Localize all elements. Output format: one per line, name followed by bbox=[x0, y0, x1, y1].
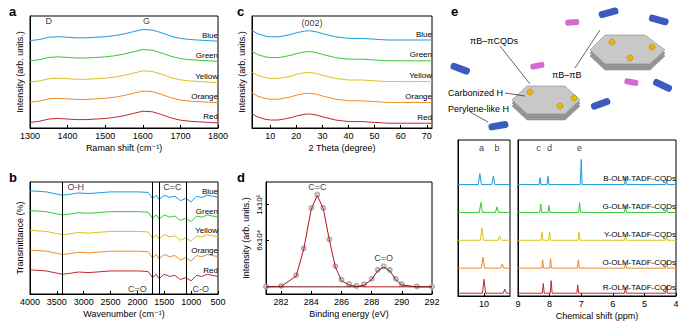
svg-text:C-O: C-O bbox=[193, 284, 210, 294]
svg-text:4000: 4000 bbox=[20, 297, 40, 307]
svg-text:60: 60 bbox=[396, 131, 406, 141]
svg-text:(002): (002) bbox=[301, 18, 322, 28]
svg-text:Blue: Blue bbox=[416, 30, 433, 39]
svg-text:2500: 2500 bbox=[101, 297, 121, 307]
svg-text:Blue: Blue bbox=[202, 31, 219, 40]
svg-text:20: 20 bbox=[291, 131, 301, 141]
svg-text:70: 70 bbox=[422, 131, 432, 141]
svg-text:G-OLM-TADF-CQDs: G-OLM-TADF-CQDs bbox=[602, 202, 676, 211]
svg-text:Yellow: Yellow bbox=[195, 72, 218, 81]
svg-text:9: 9 bbox=[515, 299, 520, 309]
svg-text:e: e bbox=[451, 4, 458, 19]
svg-text:40: 40 bbox=[344, 131, 354, 141]
svg-text:500: 500 bbox=[210, 297, 225, 307]
svg-text:8: 8 bbox=[547, 299, 552, 309]
svg-text:Blue: Blue bbox=[202, 187, 219, 196]
svg-text:Orange: Orange bbox=[191, 246, 218, 255]
svg-text:2000: 2000 bbox=[127, 297, 147, 307]
svg-text:6: 6 bbox=[610, 299, 615, 309]
svg-text:292: 292 bbox=[424, 297, 439, 307]
svg-text:πB–πCQDs: πB–πCQDs bbox=[470, 36, 518, 46]
svg-text:Wavenumber (cm⁻¹): Wavenumber (cm⁻¹) bbox=[83, 309, 164, 319]
svg-text:Raman shift (cm⁻¹): Raman shift (cm⁻¹) bbox=[86, 143, 162, 153]
svg-text:Green: Green bbox=[410, 50, 432, 59]
svg-text:c: c bbox=[237, 4, 244, 19]
svg-text:Chemical shift (ppm): Chemical shift (ppm) bbox=[556, 311, 639, 321]
svg-text:O-OLM-TADF-CQDs: O-OLM-TADF-CQDs bbox=[602, 258, 676, 267]
svg-text:C=C: C=C bbox=[163, 182, 182, 192]
svg-text:Red: Red bbox=[203, 266, 218, 275]
svg-text:B-OLM-TADF-CQDs: B-OLM-TADF-CQDs bbox=[603, 174, 676, 183]
svg-text:Transmittance (%): Transmittance (%) bbox=[15, 201, 25, 274]
svg-text:286: 286 bbox=[334, 297, 349, 307]
svg-text:Binding energy (eV): Binding energy (eV) bbox=[309, 309, 389, 319]
svg-text:6x10⁴: 6x10⁴ bbox=[255, 229, 264, 250]
svg-text:Orange: Orange bbox=[191, 92, 218, 101]
svg-text:2 Theta (degree): 2 Theta (degree) bbox=[309, 143, 376, 153]
svg-text:1600: 1600 bbox=[133, 131, 153, 141]
svg-text:b: b bbox=[494, 143, 499, 153]
svg-text:10: 10 bbox=[265, 131, 275, 141]
svg-text:1x10⁵: 1x10⁵ bbox=[255, 194, 264, 215]
svg-text:5: 5 bbox=[642, 299, 647, 309]
svg-text:C=O: C=O bbox=[128, 284, 147, 294]
svg-text:πB–πB: πB–πB bbox=[552, 70, 581, 80]
svg-text:10: 10 bbox=[479, 299, 489, 309]
svg-text:1800: 1800 bbox=[208, 131, 228, 141]
svg-text:d: d bbox=[547, 143, 552, 153]
svg-text:Red: Red bbox=[417, 113, 432, 122]
svg-text:C=O: C=O bbox=[374, 253, 393, 263]
svg-text:Orange: Orange bbox=[405, 92, 432, 101]
svg-text:1400: 1400 bbox=[58, 131, 78, 141]
svg-text:a: a bbox=[479, 143, 484, 153]
svg-text:3000: 3000 bbox=[74, 297, 94, 307]
svg-text:290: 290 bbox=[394, 297, 409, 307]
svg-text:Yellow: Yellow bbox=[195, 226, 218, 235]
svg-text:c: c bbox=[536, 143, 541, 153]
svg-text:3500: 3500 bbox=[47, 297, 67, 307]
svg-text:a: a bbox=[9, 4, 17, 19]
svg-text:D: D bbox=[46, 16, 53, 26]
svg-text:1500: 1500 bbox=[95, 131, 115, 141]
svg-text:d: d bbox=[237, 170, 245, 185]
svg-text:Intensity (arb. units.): Intensity (arb. units.) bbox=[237, 31, 247, 113]
svg-text:288: 288 bbox=[364, 297, 379, 307]
svg-text:Red: Red bbox=[203, 112, 218, 121]
svg-text:282: 282 bbox=[274, 297, 289, 307]
svg-text:1300: 1300 bbox=[20, 131, 40, 141]
svg-text:7: 7 bbox=[579, 299, 584, 309]
svg-text:Y-OLM-TADF-CQDs: Y-OLM-TADF-CQDs bbox=[604, 230, 676, 239]
svg-text:Intensity (arb. units.): Intensity (arb. units.) bbox=[241, 197, 251, 279]
svg-text:O-H: O-H bbox=[67, 182, 84, 192]
svg-text:1000: 1000 bbox=[181, 297, 201, 307]
svg-text:R-OLM-TADF-CQDs: R-OLM-TADF-CQDs bbox=[603, 283, 676, 292]
svg-text:G: G bbox=[143, 16, 150, 26]
svg-text:Green: Green bbox=[196, 207, 218, 216]
svg-text:C=C: C=C bbox=[308, 182, 327, 192]
svg-text:4: 4 bbox=[673, 299, 678, 309]
svg-text:50: 50 bbox=[370, 131, 380, 141]
svg-text:Perylene-like H: Perylene-like H bbox=[448, 104, 509, 114]
svg-text:b: b bbox=[9, 170, 17, 185]
svg-text:Intensity (arb. units.): Intensity (arb. units.) bbox=[15, 31, 25, 113]
svg-text:Carbonized H: Carbonized H bbox=[448, 88, 503, 98]
svg-text:1700: 1700 bbox=[170, 131, 190, 141]
svg-text:Yellow: Yellow bbox=[409, 71, 432, 80]
svg-text:Green: Green bbox=[196, 51, 218, 60]
svg-text:e: e bbox=[577, 143, 582, 153]
svg-text:1500: 1500 bbox=[154, 297, 174, 307]
svg-text:30: 30 bbox=[317, 131, 327, 141]
svg-text:284: 284 bbox=[304, 297, 319, 307]
